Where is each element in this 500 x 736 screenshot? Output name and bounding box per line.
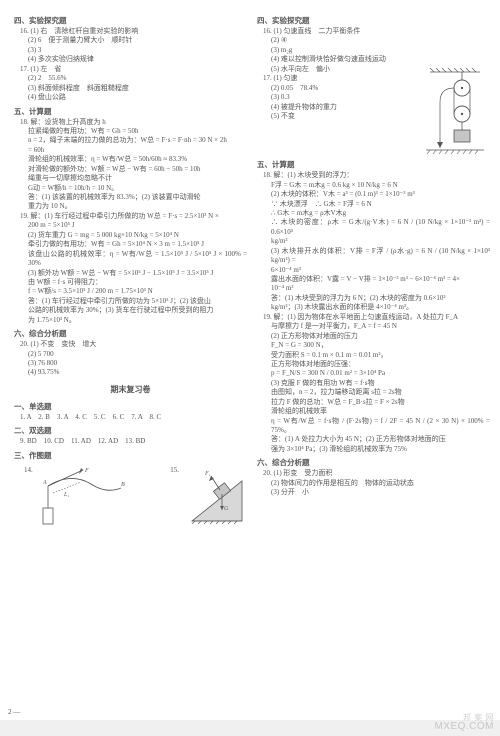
- q20-line: (2) 5 700: [28, 350, 247, 359]
- svg-text:L₁: L₁: [63, 492, 69, 498]
- q18-line: kg/m³；(3) 木块露出水面的体积是 4×10⁻⁴ m³。: [271, 303, 490, 312]
- q16-line: (2) ④: [271, 36, 490, 45]
- q18-line: 滑轮组的机械效率：η = W有/W总 = 50h/60h ≈ 83.3%: [28, 155, 247, 164]
- q17-line: (4) 被提升物体的重力: [271, 103, 420, 112]
- q19-line: (3) 额外功 W额 = W总 − W有 = 5×10⁵ J − 1.5×10⁵…: [28, 269, 247, 278]
- q18-line: 绳重与一切摩擦均忽略不计: [28, 174, 247, 183]
- q18-line: 18. 解：设货物上升高度为 h: [20, 118, 247, 127]
- q18-line: ∴ 木块的密度：ρ木 = G木/(g·V木) = 6 N / (10 N/kg …: [271, 218, 490, 237]
- q20-line: (4) 93.75%: [28, 368, 247, 377]
- q18-line: n = 2，绳子末端的拉力做的总功为：W总 = F·s = F·nh = 30 …: [28, 136, 247, 145]
- svg-text:B: B: [121, 482, 125, 488]
- q16-line: (3) m₂g: [271, 46, 490, 55]
- section-6-title: 六、综合分析题: [257, 457, 490, 468]
- q18-line: 露出水面的体积：V露 = V − V排 = 1×10⁻³ m³ − 6×10⁻⁴…: [271, 275, 490, 284]
- section-4-title: 四、实验探究题: [257, 15, 490, 26]
- fig15-label: 15.: [170, 466, 179, 526]
- svg-text:F: F: [84, 468, 89, 474]
- q16-line: (4) 多次实验归纳规律: [28, 55, 247, 64]
- q19-line: 由图知，n = 2，拉力端移动距离 s拉 = 2s物: [271, 388, 490, 397]
- choice1-title: 一、单选题: [14, 401, 247, 412]
- choice2-answers: 9. BD 10. CD 11. AD 12. AD 13. BD: [20, 437, 247, 446]
- q19-line: 与摩擦力 f 是一对平衡力，F_A = f = 45 N: [271, 322, 490, 331]
- exam-title: 期末复习卷: [14, 384, 247, 395]
- q18-line: ∴ G木 = m木g = ρ木V木g: [271, 209, 490, 218]
- q19-line: (2) 正方形物体对地面的压力: [271, 332, 490, 341]
- choice2-title: 二、双选题: [14, 425, 247, 436]
- q18-line: (2) 木块的体积：V木 = a³ = (0.1 m)³ = 1×10⁻³ m³: [271, 190, 490, 199]
- q18-line: 答：(1) 木块受到的浮力为 6 N；(2) 木块的密度为 0.6×10³: [271, 294, 490, 303]
- right-column: 四、实验探究题 16. (1) 匀速直线 二力平衡条件 (2) ④ (3) m₂…: [257, 12, 490, 712]
- q18-line: 18. 解：(1) 木块受到的浮力：: [263, 171, 490, 180]
- q18-line: F浮 = G木 = m木g = 0.6 kg × 10 N/kg = 6 N: [271, 181, 490, 190]
- q16-line: 16. (1) 匀速直线 二力平衡条件: [263, 27, 490, 36]
- q18-line: 10⁻⁴ m³: [271, 284, 490, 293]
- q19-line: f = W额/s = 3.5×10⁵ J / 200 m = 1.75×10³ …: [28, 287, 247, 296]
- q18-line: (3) 木块排开水的体积：V排 = F浮 / (ρ水·g) = 6 N / (1…: [271, 247, 490, 266]
- q18-line: 重力为 10 N。: [28, 202, 247, 211]
- section-4-title: 四、实验探究题: [14, 15, 247, 26]
- q18-line: ∵ 木块漂浮 ∴ G木 = F浮 = 6 N: [271, 200, 490, 209]
- q16-line: (3) 3: [28, 46, 247, 55]
- incline-diagram-icon: F₁ G: [187, 466, 247, 526]
- q19-line: 滑轮组的机械效率: [271, 407, 490, 416]
- q19-line: 答：(1) 车行经过程中牵引力所做的功为 5×10⁵ J；(2) 该盘山: [28, 297, 247, 306]
- q18-line: 对滑轮做的额外功：W额 = W总 − W有 = 60h − 50h = 10h: [28, 165, 247, 174]
- q20-line: (3) 分开 小: [271, 488, 490, 497]
- q18-line: kg/m³: [271, 237, 490, 246]
- q19-line: 受力面积 S = 0.1 m × 0.1 m = 0.01 m²，: [271, 351, 490, 360]
- q19-line: (3) 克服 F 做的有用功 W有 = f·s物: [271, 379, 490, 388]
- q20-line: (3) 76 800: [28, 359, 247, 368]
- lever-diagram-icon: F A L₁ B: [41, 466, 131, 526]
- q17-line: 17. (1) 左 省: [20, 65, 247, 74]
- q16-line: (2) 6 便于测量力臂大小 顺时针: [28, 36, 247, 45]
- q19-line: F_N = G = 300 N，: [271, 341, 490, 350]
- q19-line: 强为 3×10⁴ Pa；(3) 滑轮组的机械效率为 75%: [271, 445, 490, 454]
- q19-line: 由 W额 = f·s 可得阻力：: [28, 278, 247, 287]
- q19-line: 牵引力做的有用功：W有 = Gh = 5×10⁴ N × 3 m = 1.5×1…: [28, 240, 247, 249]
- watermark: 邦 案 网 MXEQ.COM: [434, 714, 494, 732]
- q19-line: 为 1.75×10³ N。: [28, 316, 247, 325]
- q17-line: (3) 斜面倾斜程度 斜面粗糙程度: [28, 84, 247, 93]
- q19-line: 19. 解：(1) 车行经过程中牵引力所做的功 W总 = F·s = 2.5×1…: [20, 212, 247, 221]
- q19-line: 19. 解：(1) 因为物体在水平地面上匀速直线运动，A 处拉力 F_A: [263, 313, 490, 322]
- q17-line: (2) 0.05 78.4%: [271, 84, 420, 93]
- q19-line: p = F_N/S = 300 N / 0.01 m² = 3×10⁴ Pa: [271, 369, 490, 378]
- q17-line: 17. (1) 匀速: [263, 74, 420, 83]
- svg-text:A: A: [42, 480, 47, 486]
- q19-line: 200 m = 5×10⁵ J: [28, 221, 247, 230]
- q19-line: η = W有/W总 = f·s物 / (F·2s物) = f / 2F = 45…: [271, 417, 490, 436]
- q20-line: 20. (1) 不变 变快 增大: [20, 340, 247, 349]
- choice1-answers: 1. A 2. B 3. A 4. C 5. C 6. C 7. A 8. C: [20, 413, 247, 422]
- section-5-title: 五、计算题: [257, 159, 490, 170]
- pulley-diagram-icon: [420, 66, 490, 156]
- q20-line: 20. (1) 形变 受力面积: [263, 469, 490, 478]
- svg-text:G: G: [224, 506, 229, 512]
- page-number: 2 —: [8, 708, 20, 716]
- drawing-title: 三、作图题: [14, 450, 247, 461]
- q18-line: = 60h: [28, 146, 247, 155]
- q18-line: G动 = W额/h = 10h/h = 10 N。: [28, 184, 247, 193]
- section-5-title: 五、计算题: [14, 106, 247, 117]
- left-column: 四、实验探究题 16. (1) 右 清除杠杆自重对实验的影响 (2) 6 便于测…: [14, 12, 247, 712]
- q19-line: 答：(1) A 处拉力大小为 45 N；(2) 正方形物体对地面的压: [271, 435, 490, 444]
- section-6-title: 六、综合分析题: [14, 328, 247, 339]
- q16-line: (4) 难以控制滑块恰好做匀速直线运动: [271, 55, 490, 64]
- fig14-label: 14.: [24, 466, 33, 526]
- q19-line: 公路的机械效率为 30%；(3) 货车在行驶过程中所受到的阻力: [28, 306, 247, 315]
- q19-line: (2) 货车重力 G = mg = 5 000 kg×10 N/kg = 5×1…: [28, 231, 247, 240]
- watermark-bottom: MXEQ.COM: [434, 722, 494, 732]
- q19-line: 该盘山公路的机械效率：η = W有/W总 = 1.5×10⁵ J / 5×10⁵…: [28, 250, 247, 269]
- q20-line: (2) 物体间力的作用是相互的 物体的运动状态: [271, 479, 490, 488]
- q19-line: 正方形物体对地面的压强：: [271, 360, 490, 369]
- q18-line: 6×10⁻⁴ m³: [271, 266, 490, 275]
- q18-line: 拉紧绳做的有用功：W有 = Gh = 50h: [28, 127, 247, 136]
- q17-line: (5) 不变: [271, 112, 420, 121]
- q19-line: 拉力 F 做的总功：W总 = F_B·s拉 = F × 2s物: [271, 398, 490, 407]
- svg-text:F₁: F₁: [204, 471, 211, 477]
- figure-row: 14. F A L₁ B 15. F₁: [24, 466, 247, 526]
- q17-line: (2) 2 55.6%: [28, 74, 247, 83]
- q17-line: (4) 盘山公路: [28, 93, 247, 102]
- q17-line: (3) 0.3: [271, 93, 420, 102]
